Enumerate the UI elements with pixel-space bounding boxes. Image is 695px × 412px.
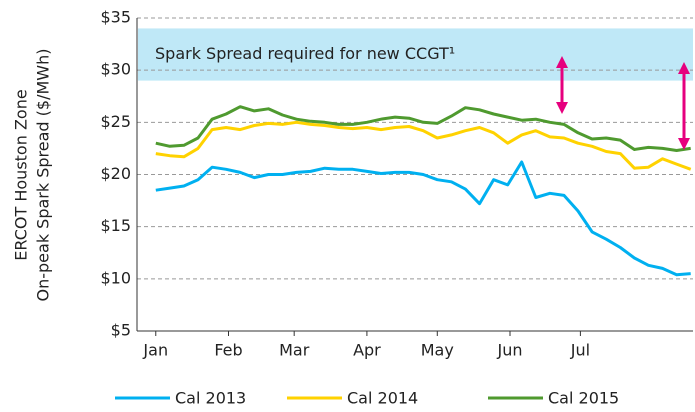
legend-label: Cal 2015 [548,389,619,408]
y-axis-title: On-peak Spark Spread ($/MWh) [34,49,53,302]
x-tick-label: May [421,341,454,360]
series-line [155,105,691,152]
y-tick-label: $20 [100,164,131,183]
x-tick-label: Jun [497,341,523,360]
y-tick-label: $10 [100,268,131,287]
legend-label: Cal 2013 [175,389,246,408]
y-tick-label: $15 [100,216,131,235]
threshold-band [138,28,693,81]
legend-label: Cal 2014 [347,389,418,408]
y-axis-title: ERCOT Houston Zone [12,89,31,260]
x-tick-label: Apr [353,341,381,360]
band-label: Spark Spread required for new CCGT¹ [155,44,455,63]
x-tick-label: Jul [570,341,590,360]
y-tick-label: $25 [100,112,131,131]
y-tick-label: $5 [111,321,131,340]
y-tick-label: $30 [100,60,131,79]
plot-area: Spark Spread required for new CCGT¹ $35 $3… [100,8,693,360]
x-tick-label: Jan [142,341,168,360]
series-line [155,160,691,277]
series-line [155,120,692,171]
x-tick-label: Feb [214,341,242,360]
y-tick-label: $35 [100,8,131,27]
x-tick-label: Mar [279,341,310,360]
